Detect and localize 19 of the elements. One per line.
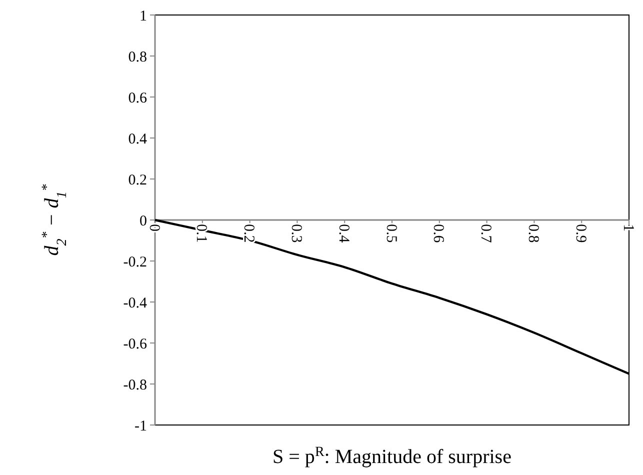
x-tick-label: 0.6 — [430, 224, 446, 244]
x-tick-label: 0.9 — [572, 224, 588, 243]
y-tick-label: 0.8 — [128, 49, 147, 66]
y-tick-label: 0.2 — [128, 172, 147, 188]
x-tick-label: 0.4 — [335, 224, 352, 244]
y-tick-label: -1 — [134, 418, 147, 434]
x-tick-label: 0.3 — [288, 224, 304, 243]
y-tick-label: -0.2 — [123, 254, 147, 270]
x-tick-label: 0 — [146, 224, 162, 232]
y-tick-label: 0.6 — [128, 90, 148, 106]
y-tick-label: 1 — [140, 8, 147, 24]
x-axis-title: S = p$^{R}$: Magnitude of surprise — [272, 444, 512, 468]
x-tick-label: 0.5 — [382, 224, 399, 243]
y-tick-label: -0.6 — [123, 336, 148, 352]
y-tick-label: -0.4 — [123, 295, 148, 312]
y-tick-label: -0.8 — [123, 377, 147, 394]
x-tick-label: 0.7 — [478, 224, 494, 244]
y-tick-label: 0.4 — [128, 131, 148, 148]
x-tick-label: 0.8 — [524, 224, 541, 243]
